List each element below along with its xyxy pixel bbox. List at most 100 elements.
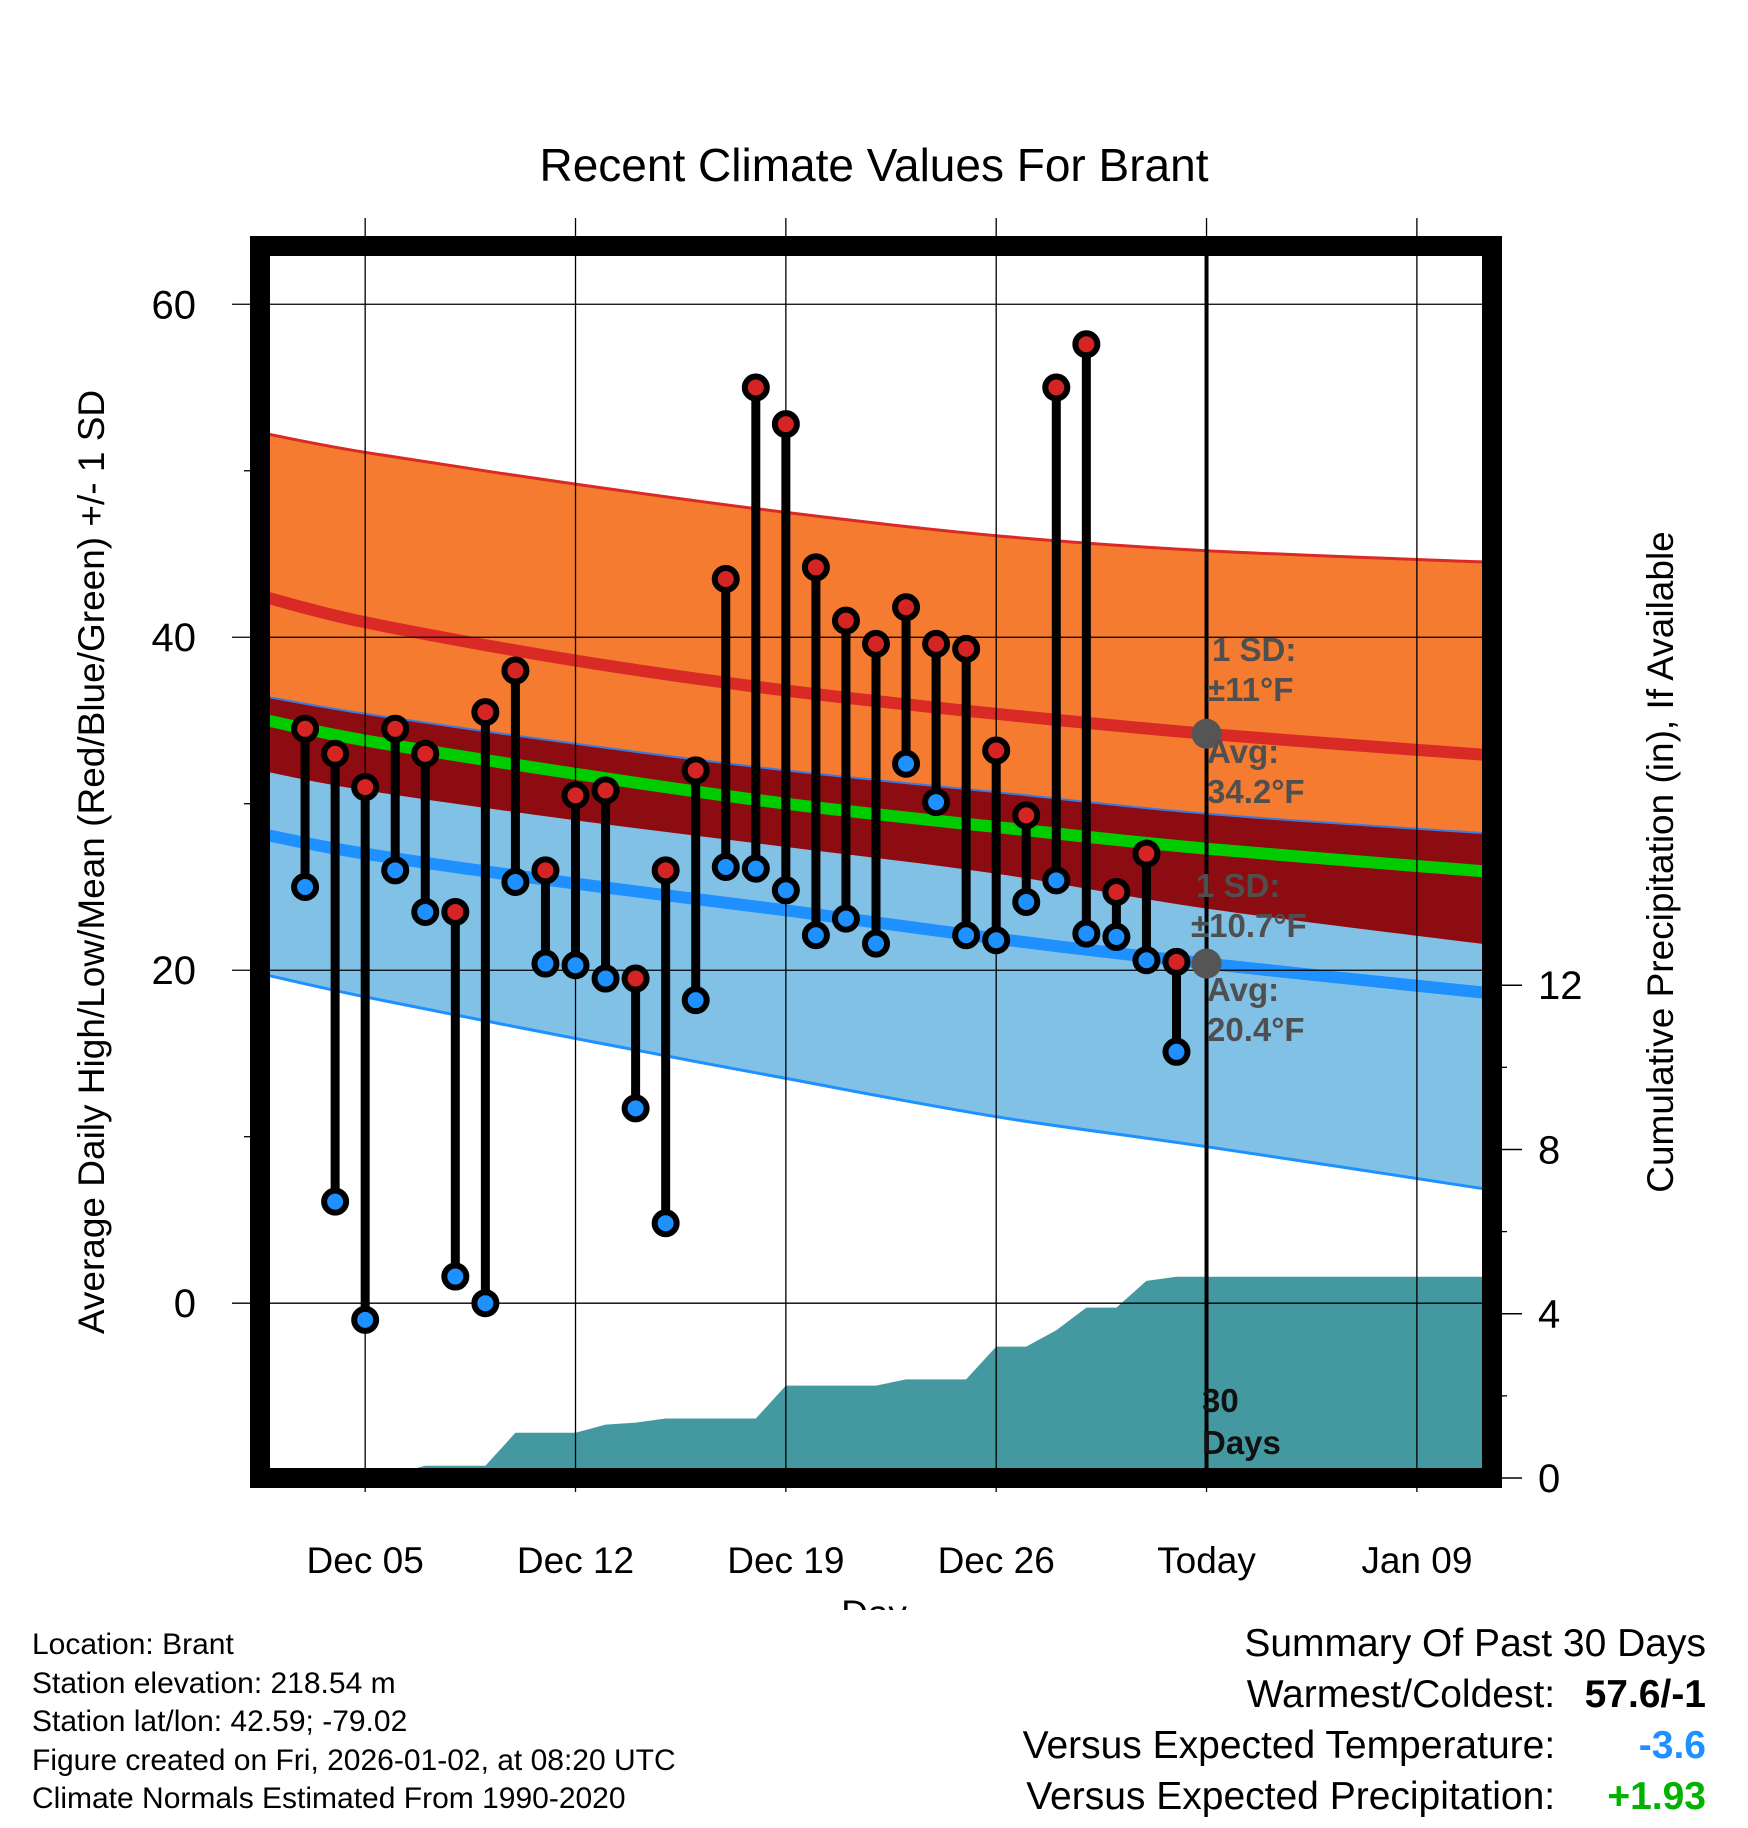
low-point (471, 1289, 500, 1318)
low-point (831, 904, 860, 933)
elevation-text: Station elevation: 218.54 m (32, 1666, 396, 1700)
high-avg-label: Avg: (1207, 733, 1279, 770)
low-lower-line (270, 974, 1482, 1190)
precipitation-label: Versus Expected Precipitation: (1026, 1775, 1556, 1818)
low-point (982, 926, 1011, 955)
low-point (1012, 887, 1041, 916)
low-point (501, 867, 530, 896)
high-point (801, 553, 830, 582)
high-point (982, 736, 1011, 765)
low-avg-value: 20.4°F (1207, 1011, 1305, 1048)
low-avg-marker (1191, 948, 1222, 979)
climate-chart: Recent Climate Values For Brant 1 SD:±11… (71, 139, 1681, 1610)
low-point (771, 876, 800, 905)
high-point (531, 856, 560, 885)
high-point (952, 634, 981, 663)
high-point (922, 629, 951, 658)
low-point (952, 921, 981, 950)
high-point (741, 373, 770, 402)
high-point (291, 714, 320, 743)
summary-row-precipitation: Versus Expected Precipitation: +1.93 (1023, 1771, 1706, 1822)
plot-frame (250, 236, 1502, 1488)
days-count-label: 30 (1202, 1382, 1239, 1419)
station-info: Location: Brant Station elevation: 218.5… (32, 1626, 676, 1819)
low-point (531, 949, 560, 978)
y-tick-label: 0 (174, 1282, 196, 1326)
y-tick-label: 60 (152, 283, 197, 327)
summary-panel: Summary Of Past 30 Days Warmest/Coldest:… (1023, 1618, 1706, 1822)
low-point (291, 872, 320, 901)
y2-tick-label: 4 (1538, 1293, 1560, 1337)
high-point (591, 776, 620, 805)
low-point (922, 788, 951, 817)
summary-title: Summary Of Past 30 Days (1244, 1622, 1706, 1665)
high-upper-line (270, 432, 1482, 564)
latlon-text: Station lat/lon: 42.59; -79.02 (32, 1705, 408, 1738)
high-point (862, 629, 890, 658)
high-point (561, 781, 590, 810)
high-point (651, 856, 680, 885)
axes: 0 20 40 60 0 4 8 12 Dec 05 Dec 12 Dec 19 Dec 26 Toda… (152, 283, 1583, 1581)
high-point (1012, 801, 1041, 830)
high-sd-value: ±11°F (1207, 671, 1293, 708)
precip-area (416, 1276, 1482, 1468)
low-sd-label: 1 SD: (1196, 867, 1280, 904)
y2-tick-label: 0 (1538, 1457, 1560, 1501)
high-point (471, 698, 500, 727)
temperature-value: -3.6 (1638, 1724, 1706, 1767)
y-tick-label: 40 (152, 616, 197, 660)
y2-axis-label: Cumulative Precipitation (in), If Availa… (1640, 531, 1681, 1193)
x-tick-label: Dec 12 (517, 1540, 634, 1581)
low-point (681, 986, 710, 1015)
y2-tick-label: 8 (1538, 1128, 1560, 1172)
low-point (351, 1305, 380, 1334)
low-point (741, 854, 770, 883)
high-point (381, 714, 410, 743)
chart-title: Recent Climate Values For Brant (540, 139, 1209, 191)
y-axis-label: Average Daily High/Low/Mean (Red/Blue/Gr… (71, 390, 112, 1334)
high-point (441, 897, 470, 926)
x-tick-label: Today (1157, 1540, 1256, 1581)
y-tick-label: 20 (152, 949, 197, 993)
high-point (411, 739, 440, 768)
x-tick-label: Jan 09 (1361, 1540, 1472, 1581)
high-point (621, 964, 650, 993)
high-sd-label: 1 SD: (1212, 631, 1296, 668)
low-point (651, 1209, 680, 1238)
low-point (1132, 946, 1161, 975)
low-point (801, 921, 830, 950)
low-avg-label: Avg: (1207, 971, 1279, 1008)
created-text: Figure created on Fri, 2026-01-02, at 08… (32, 1743, 676, 1777)
high-point (351, 773, 380, 802)
high-avg-value: 34.2°F (1207, 773, 1305, 810)
summary-row-temperature: Versus Expected Temperature: -3.6 (1023, 1720, 1706, 1771)
high-point (1162, 947, 1191, 976)
x-tick-label: Dec 19 (727, 1540, 844, 1581)
high-point (1102, 877, 1131, 906)
x-axis-label: Day (841, 1593, 907, 1610)
warmest-coldest-value: 57.6/-1 (1584, 1673, 1706, 1716)
low-point (1042, 866, 1071, 895)
high-point (321, 739, 350, 768)
low-point (441, 1262, 470, 1291)
high-point (1072, 330, 1101, 359)
low-point (381, 856, 410, 885)
high-point (681, 756, 710, 785)
low-point (621, 1094, 650, 1123)
low-point (411, 897, 440, 926)
low-sd-value: ±10.7°F (1191, 907, 1307, 944)
low-point (1102, 922, 1131, 951)
low-point (711, 852, 740, 881)
high-point (1132, 839, 1161, 868)
normals-text: Climate Normals Estimated From 1990-2020 (32, 1782, 626, 1815)
summary-row-warmest: Warmest/Coldest: 57.6/-1 (1023, 1669, 1706, 1720)
low-point (1162, 1037, 1191, 1066)
low-point (591, 964, 620, 993)
high-point (892, 593, 921, 622)
high-point (1042, 373, 1071, 402)
high-point (771, 410, 800, 439)
high-point (831, 606, 860, 635)
low-point (1072, 919, 1101, 948)
low-point (321, 1187, 350, 1216)
